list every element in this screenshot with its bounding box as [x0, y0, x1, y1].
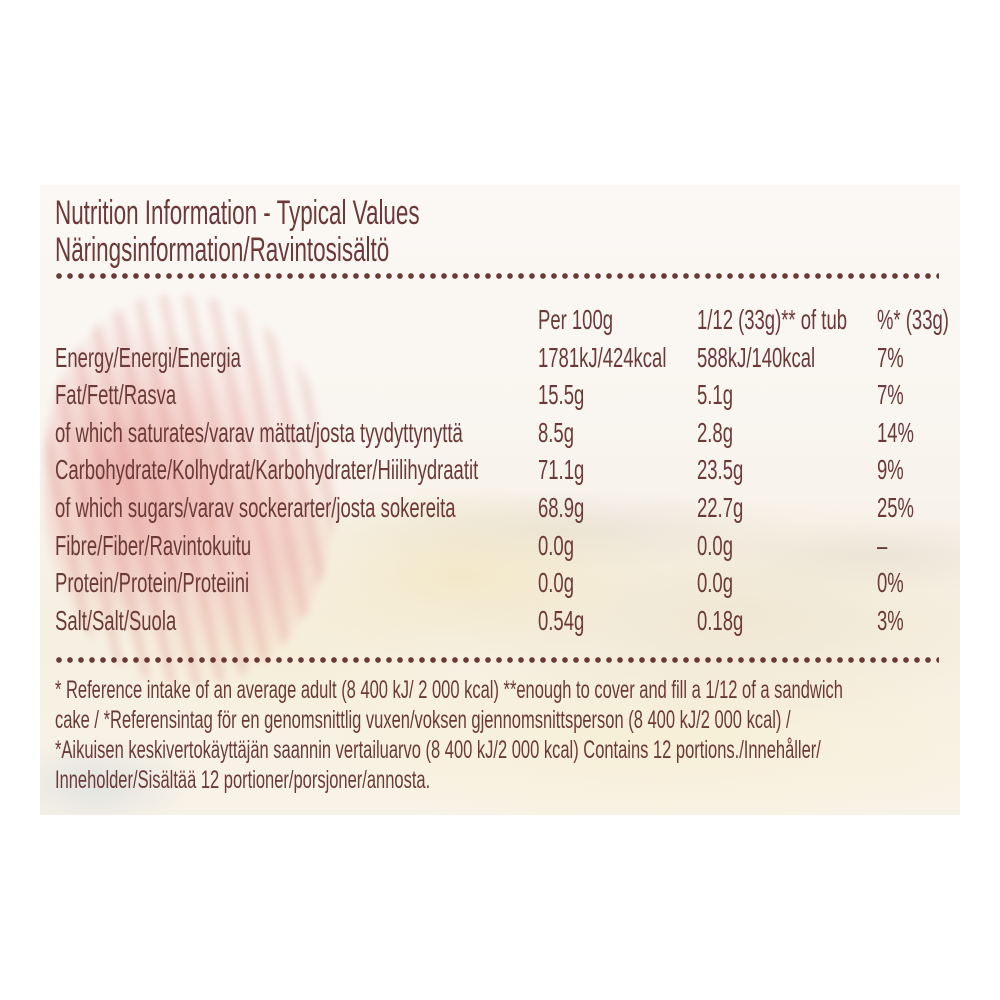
value-per-portion: 2.8g: [697, 417, 733, 448]
page-subtitle: Näringsinformation/Ravintosisältö: [55, 231, 390, 269]
dotted-divider-bottom: [55, 656, 939, 664]
table-row: Energy/Energi/Energia 1781kJ/424kcal 588…: [55, 341, 965, 379]
table-row: Salt/Salt/Suola 0.54g 0.18g 3%: [55, 604, 965, 642]
table-row: of which saturates/varav mättat/josta ty…: [55, 416, 965, 454]
value-per-100g: 15.5g: [538, 379, 585, 410]
row-label: Carbohydrate/Kolhydrat/Karbohydrater/Hii…: [55, 454, 479, 485]
value-per-portion: 588kJ/140kcal: [697, 342, 816, 373]
dotted-divider-top: [55, 272, 939, 280]
table-header-row: Per 100g 1/12 (33g)** of tub %* (33g): [55, 303, 965, 341]
value-per-portion: 5.1g: [697, 379, 733, 410]
row-label: Fat/Fett/Rasva: [55, 379, 177, 410]
value-per-100g: 0.54g: [538, 605, 585, 636]
value-percent-ri: 25%: [877, 492, 914, 523]
footnote-line: Inneholder/Sisältää 12 portioner/porsjon…: [55, 766, 431, 794]
value-percent-ri: –: [877, 530, 888, 561]
value-per-100g: 1781kJ/424kcal: [538, 342, 667, 373]
value-per-100g: 8.5g: [538, 417, 574, 448]
value-percent-ri: 7%: [877, 379, 904, 410]
value-percent-ri: 9%: [877, 454, 904, 485]
cupcake-case-decoration: [45, 295, 335, 685]
table-row: of which sugars/varav sockerarter/josta …: [55, 491, 965, 529]
row-label: of which saturates/varav mättat/josta ty…: [55, 417, 463, 448]
footnote-line: cake / *Referensintag för en genomsnittl…: [55, 706, 791, 734]
row-label: Fibre/Fiber/Ravintokuitu: [55, 530, 252, 561]
reference-intake-footnote: * Reference intake of an average adult (…: [55, 675, 1000, 795]
value-percent-ri: 3%: [877, 605, 904, 636]
table-row: Protein/Protein/Proteiini 0.0g 0.0g 0%: [55, 566, 965, 604]
row-label: Salt/Salt/Suola: [55, 605, 177, 636]
value-per-portion: 22.7g: [697, 492, 744, 523]
value-per-portion: 0.0g: [697, 530, 733, 561]
row-label: Protein/Protein/Proteiini: [55, 567, 250, 598]
value-per-100g: 68.9g: [538, 492, 585, 523]
table-row: Fat/Fett/Rasva 15.5g 5.1g 7%: [55, 378, 965, 416]
value-percent-ri: 7%: [877, 342, 904, 373]
table-row: Carbohydrate/Kolhydrat/Karbohydrater/Hii…: [55, 453, 965, 491]
table-row: Fibre/Fiber/Ravintokuitu 0.0g 0.0g –: [55, 529, 965, 567]
column-header-per-100g: Per 100g: [538, 304, 614, 335]
footnote-line: * Reference intake of an average adult (…: [55, 676, 843, 704]
label-header: Nutrition Information - Typical Values N…: [55, 195, 607, 269]
column-header-per-portion: 1/12 (33g)** of tub: [697, 304, 848, 335]
value-per-portion: 0.0g: [697, 567, 733, 598]
value-per-100g: 0.0g: [538, 530, 574, 561]
value-per-portion: 23.5g: [697, 454, 744, 485]
value-percent-ri: 14%: [877, 417, 914, 448]
value-percent-ri: 0%: [877, 567, 904, 598]
column-header-percent-ri: %* (33g): [877, 304, 949, 335]
row-label: of which sugars/varav sockerarter/josta …: [55, 492, 456, 523]
value-per-100g: 0.0g: [538, 567, 574, 598]
page-title: Nutrition Information - Typical Values: [55, 194, 420, 232]
value-per-100g: 71.1g: [538, 454, 585, 485]
row-label: Energy/Energi/Energia: [55, 342, 241, 373]
footnote-line: *Aikuisen keskivertokäyttäjän saannin ve…: [55, 736, 821, 764]
value-per-portion: 0.18g: [697, 605, 744, 636]
background-photo: [40, 185, 960, 815]
